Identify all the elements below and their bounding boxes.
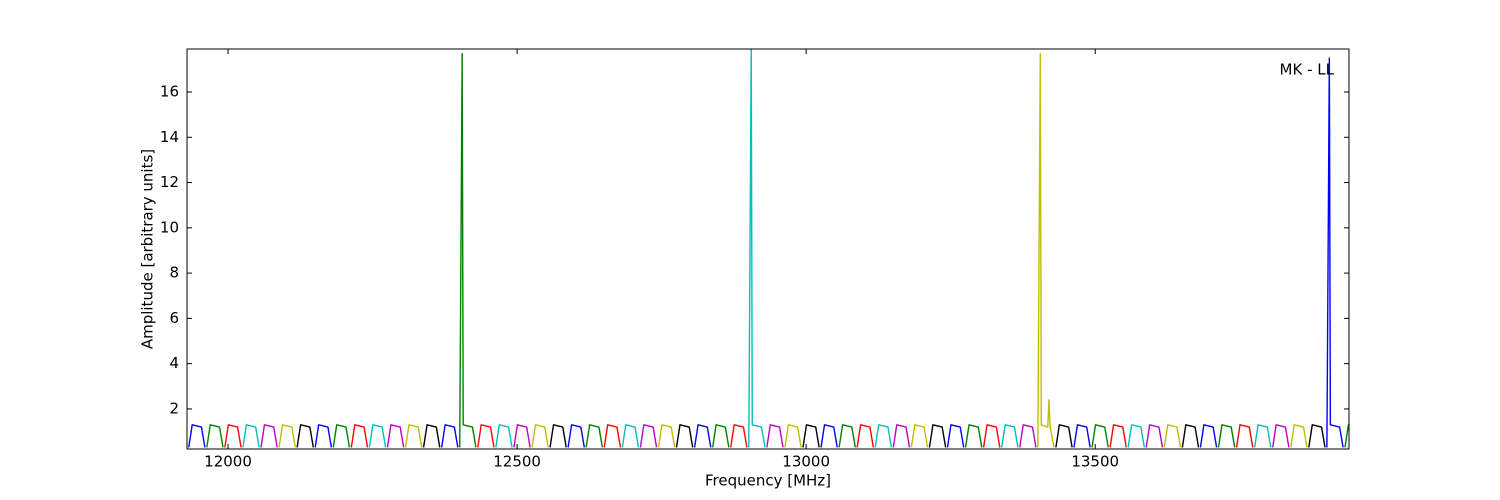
spectrum-line xyxy=(278,52,1308,448)
plot-area xyxy=(188,49,1349,448)
y-tick-label: 4 xyxy=(169,354,179,372)
x-tick-label: 12500 xyxy=(493,453,541,471)
spectrum-line xyxy=(206,52,1349,448)
x-tick-label: 12000 xyxy=(204,453,252,471)
annotation: MK - LL xyxy=(1280,61,1335,79)
x-tick-label: 13000 xyxy=(782,453,830,471)
y-tick-label: 10 xyxy=(160,218,179,236)
y-tick-label: 2 xyxy=(169,399,179,417)
y-tick-label: 8 xyxy=(169,264,179,282)
x-tick-label: 13500 xyxy=(1071,453,1119,471)
spectrum-line xyxy=(188,57,1344,448)
spectrum-line xyxy=(296,424,1326,448)
axes-frame xyxy=(186,48,1350,450)
spectrum-line xyxy=(260,424,1290,448)
y-tick-label: 6 xyxy=(169,309,179,327)
spectrum-line xyxy=(242,49,1272,448)
y-axis-label: Amplitude [arbitrary units] xyxy=(139,149,157,349)
y-tick-label: 12 xyxy=(160,173,179,191)
y-tick-label: 14 xyxy=(160,128,179,146)
y-tick-label: 16 xyxy=(160,83,179,101)
x-axis-label: Frequency [MHz] xyxy=(705,472,831,490)
spectrum-line xyxy=(224,424,1254,448)
